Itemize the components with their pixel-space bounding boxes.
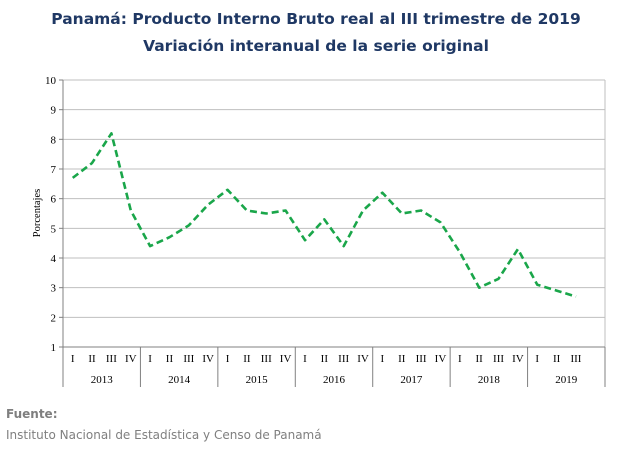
- y-axis-label: Porcentajes: [32, 189, 43, 237]
- year-label: 2017: [400, 374, 423, 386]
- quarter-label: I: [535, 353, 539, 365]
- quarter-label: III: [416, 353, 427, 365]
- data-point: [555, 289, 557, 291]
- data-point: [517, 248, 519, 250]
- data-point: [401, 212, 403, 214]
- data-point: [91, 162, 93, 164]
- quarter-label: I: [458, 353, 462, 365]
- data-point: [323, 218, 325, 220]
- quarter-label: IV: [435, 353, 447, 365]
- quarter-label: II: [398, 353, 406, 365]
- quarter-label: III: [493, 353, 504, 365]
- data-point: [381, 192, 383, 194]
- y-tick-label: 2: [51, 312, 57, 324]
- quarter-label: II: [243, 353, 251, 365]
- quarter-label: III: [570, 353, 581, 365]
- quarter-label: III: [183, 353, 194, 365]
- data-point: [284, 209, 286, 211]
- data-point: [497, 278, 499, 280]
- axis-layer: [59, 79, 606, 387]
- year-label: 2013: [91, 374, 114, 386]
- quarter-label: IV: [202, 353, 214, 365]
- year-label: 2019: [555, 374, 578, 386]
- data-point: [304, 239, 306, 241]
- data-point: [188, 224, 190, 226]
- y-tick-label: 5: [51, 223, 57, 235]
- y-tick-label: 8: [51, 134, 57, 146]
- year-label: 2016: [323, 374, 346, 386]
- quarter-label: III: [261, 353, 272, 365]
- year-label: 2018: [478, 374, 501, 386]
- data-point: [575, 295, 577, 297]
- quarter-label: I: [381, 353, 385, 365]
- quarter-label: II: [88, 353, 96, 365]
- data-point: [71, 177, 73, 179]
- series-line: [71, 132, 577, 298]
- data-point: [149, 245, 151, 247]
- quarter-label: I: [303, 353, 307, 365]
- data-point: [478, 286, 480, 288]
- quarter-label: IV: [512, 353, 524, 365]
- quarter-label: IV: [280, 353, 292, 365]
- data-point: [226, 189, 228, 191]
- data-point: [207, 203, 209, 205]
- data-point: [130, 209, 132, 211]
- data-point: [265, 212, 267, 214]
- data-point: [168, 236, 170, 238]
- y-tick-label: 4: [51, 253, 57, 265]
- quarter-label: II: [166, 353, 174, 365]
- chart-subtitle: Variación interanual de la serie origina…: [143, 37, 489, 55]
- year-label: 2014: [168, 374, 191, 386]
- quarter-label: I: [226, 353, 230, 365]
- y-tick-label: 1: [51, 342, 57, 354]
- data-point: [342, 245, 344, 247]
- quarter-label: IV: [357, 353, 369, 365]
- y-tick-label: 9: [51, 105, 57, 117]
- quarter-label: IV: [125, 353, 137, 365]
- data-point: [439, 221, 441, 223]
- quarter-label: II: [321, 353, 329, 365]
- chart-title: Panamá: Producto Interno Bruto real al I…: [51, 10, 581, 28]
- y-tick-label: 6: [51, 194, 57, 206]
- source-label: Fuente:: [6, 407, 58, 421]
- data-point: [110, 132, 112, 134]
- quarter-label: II: [553, 353, 561, 365]
- data-point: [362, 209, 364, 211]
- y-tick-label: 7: [51, 164, 57, 176]
- data-point: [246, 209, 248, 211]
- quarter-label: I: [148, 353, 152, 365]
- quarter-label: III: [338, 353, 349, 365]
- y-tick-label: 3: [51, 283, 57, 295]
- year-label: 2015: [246, 374, 269, 386]
- data-point: [536, 284, 538, 286]
- source-text: Instituto Nacional de Estadística y Cens…: [6, 428, 322, 442]
- data-point: [420, 209, 422, 211]
- data-point: [459, 251, 461, 253]
- quarter-label: III: [106, 353, 117, 365]
- quarter-label: I: [71, 353, 75, 365]
- y-tick-label: 10: [45, 75, 57, 87]
- grid-layer: [63, 79, 605, 348]
- quarter-label: II: [476, 353, 484, 365]
- series-layer: [71, 132, 577, 298]
